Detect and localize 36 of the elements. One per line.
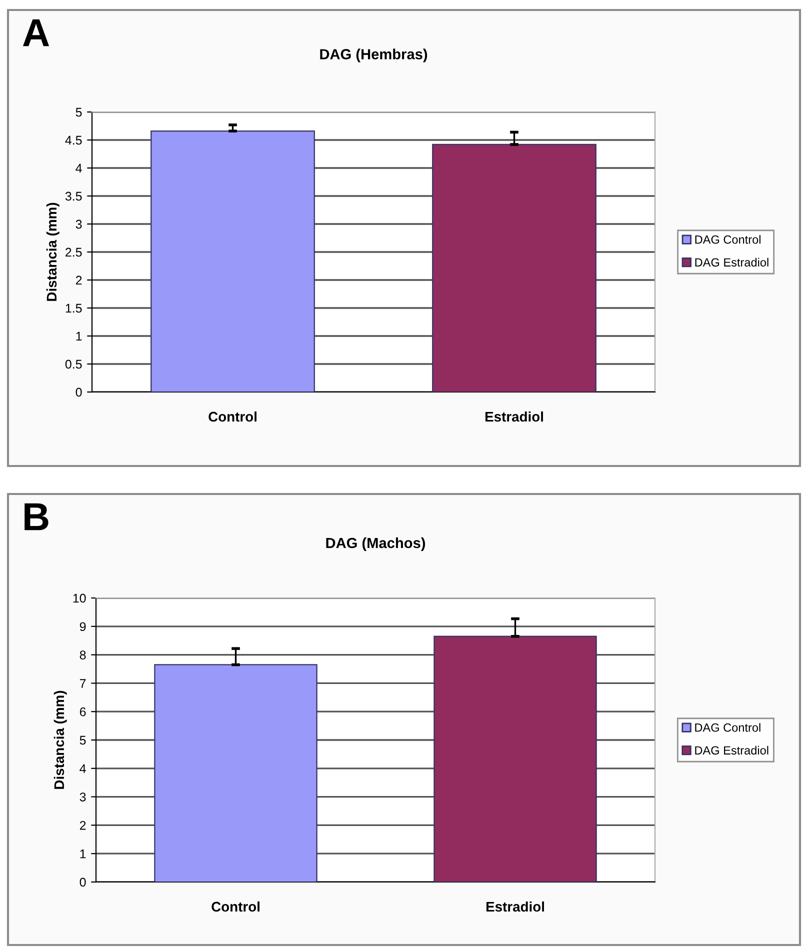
legend-label: DAG Control <box>695 723 760 732</box>
y-tick-label: 5 <box>80 736 86 745</box>
x-tick-label: Control <box>212 901 260 912</box>
text: B <box>24 503 48 530</box>
x-tick-label: Estradiol <box>485 411 543 422</box>
y-tick-label: 4 <box>76 164 82 173</box>
y-tick-label: 1 <box>80 850 86 858</box>
y-tick-label: 0 <box>76 388 82 397</box>
x-tick-label: Control <box>208 411 256 422</box>
y-tick-label: 2 <box>80 821 86 830</box>
y-tick-label: 8 <box>80 650 86 660</box>
y-tick-label: 3.5 <box>65 192 82 201</box>
y-tick-label: 2.5 <box>66 248 82 257</box>
y-tick-label: 0 <box>80 878 86 887</box>
y-tick-label: 7 <box>80 679 86 688</box>
text: A <box>22 19 50 46</box>
legend-label: DAG Estradiol <box>695 746 768 755</box>
y-tick-label: 5 <box>76 108 82 117</box>
y-tick-label: 2 <box>76 276 82 285</box>
y-tick-label: 0.5 <box>65 360 82 369</box>
y-tick-label: 3 <box>76 220 82 229</box>
legend-label: DAG Estradiol <box>695 258 768 267</box>
y-tick-label: 10 <box>73 594 86 603</box>
y-axis-title: Distancia (mm) <box>54 690 67 789</box>
y-tick-label: 9 <box>80 622 86 632</box>
y-tick-label: 3 <box>80 792 86 802</box>
y-tick-label: 6 <box>80 707 86 716</box>
y-tick-label: 4 <box>80 764 86 773</box>
y-axis-title: Distancia (mm) <box>46 202 60 301</box>
chart-title: DAG (Machos) <box>326 537 426 552</box>
legend-label: DAG Control <box>695 235 760 244</box>
y-tick-label: 1 <box>76 332 82 341</box>
chart-title: DAG (Hembras) <box>320 48 428 62</box>
y-tick-label: 4.5 <box>65 136 82 145</box>
y-tick-label: 1.5 <box>66 304 82 313</box>
x-tick-label: Estradiol <box>486 901 544 912</box>
